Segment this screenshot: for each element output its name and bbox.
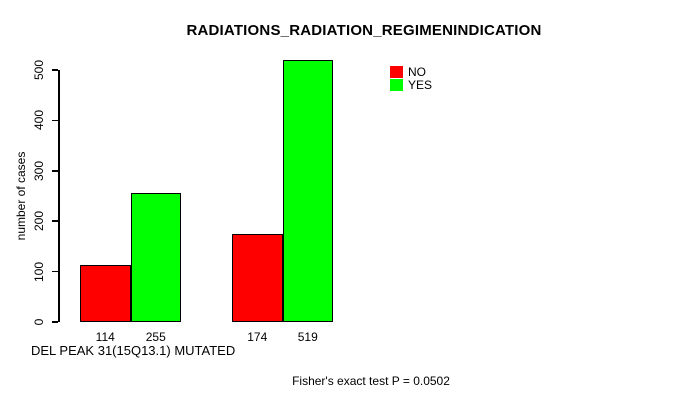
fisher-test-annotation: Fisher's exact test P = 0.0502: [292, 374, 450, 388]
legend-label-yes: YES: [408, 78, 433, 93]
y-tick-label: 400: [32, 110, 46, 131]
y-tick: [52, 220, 58, 222]
y-tick-label: 100: [32, 261, 46, 282]
bar-value-label-yes-group1: 255: [145, 330, 166, 344]
bar-yes-group2: [282, 60, 333, 322]
y-tick: [52, 170, 58, 172]
y-tick-label: 0: [32, 318, 46, 326]
y-tick: [52, 321, 58, 323]
y-tick: [52, 119, 58, 122]
y-axis-label: number of cases: [14, 151, 28, 241]
bar-yes-group1: [130, 193, 181, 322]
bar-no-group2: [232, 234, 283, 322]
chart-title: RADIATIONS_RADIATION_REGIMENINDICATION: [186, 22, 542, 39]
legend-entry-no: NO: [390, 65, 432, 79]
legend-swatch-yes: [390, 79, 403, 92]
y-tick-label: 500: [32, 59, 46, 81]
bar-value-label-no-group2: 174: [247, 330, 268, 344]
bar-value-label-no-group1: 114: [95, 330, 115, 344]
x-axis-caption: DEL PEAK 31(15Q13.1) MUTATED: [31, 343, 236, 358]
y-tick-label: 200: [32, 211, 46, 232]
legend-entry-yes: YES: [390, 79, 432, 93]
y-tick: [52, 69, 58, 71]
legend: NO YES: [390, 65, 432, 92]
legend-label-no: NO: [408, 64, 426, 79]
legend-swatch-no: [390, 65, 403, 78]
bar-no-group1: [80, 264, 131, 322]
y-axis-line: [58, 70, 60, 322]
bar-value-label-yes-group2: 519: [297, 330, 318, 344]
y-tick-label: 300: [32, 160, 46, 181]
y-tick: [52, 270, 58, 273]
